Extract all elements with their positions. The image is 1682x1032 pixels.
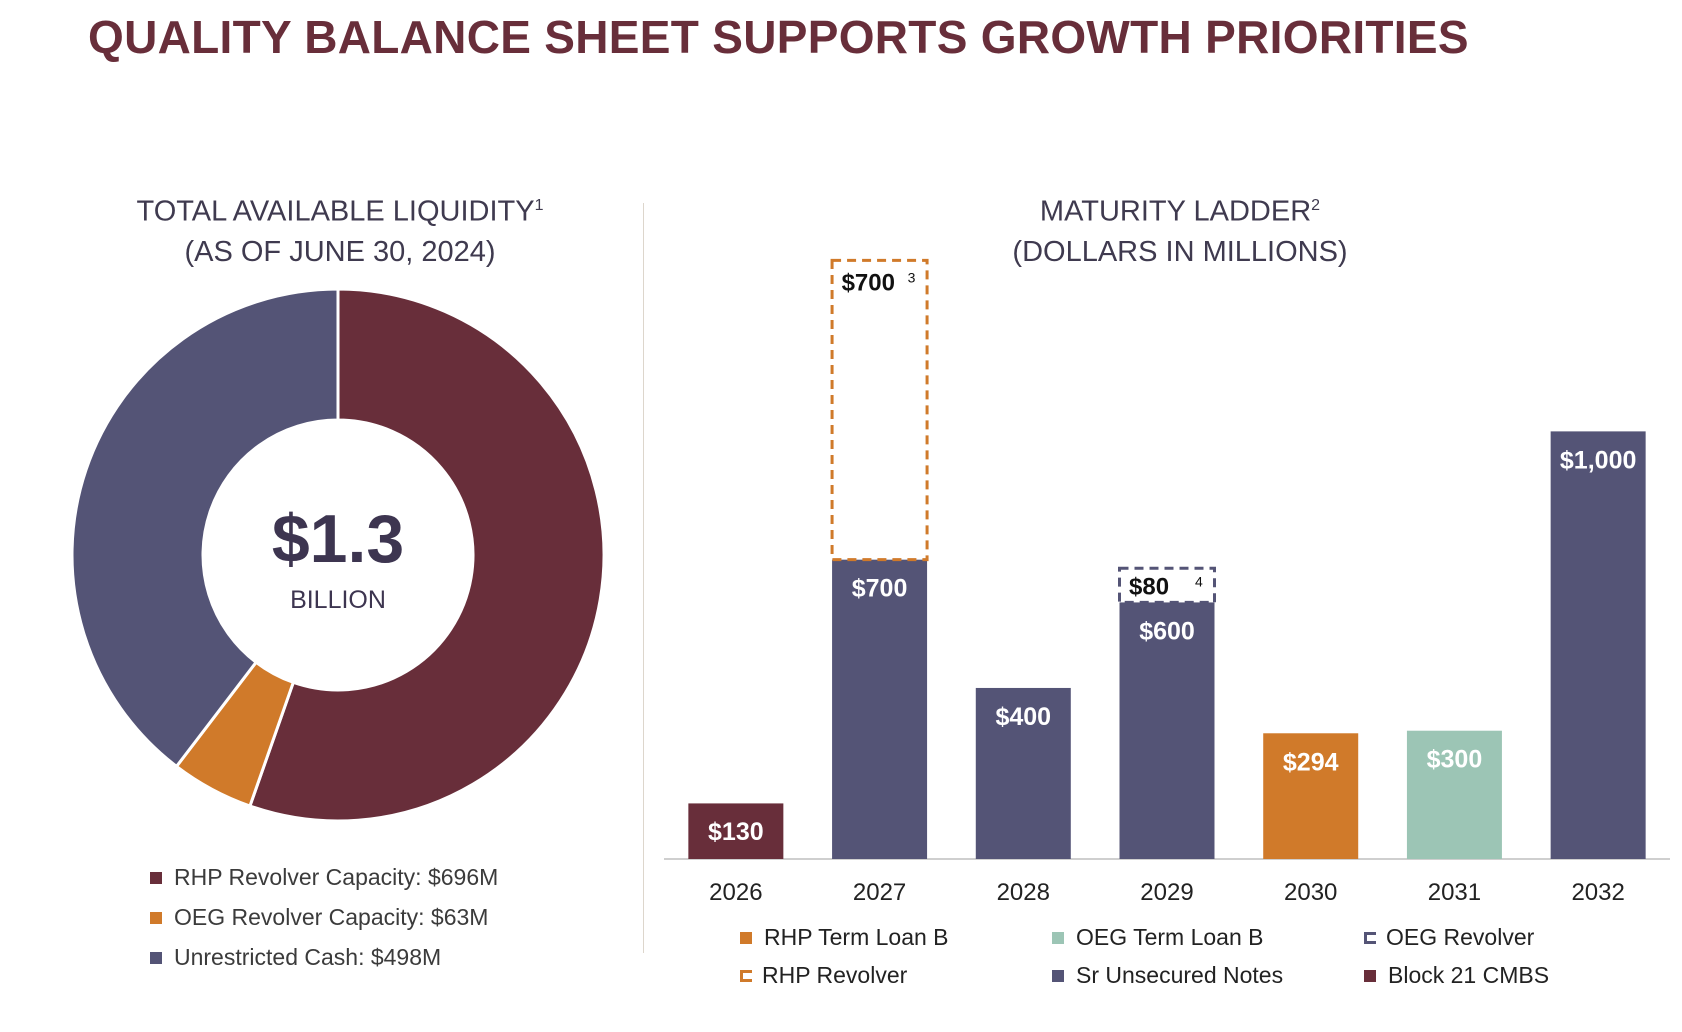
legend-label: OEG Revolver <box>1386 924 1535 950</box>
section-divider <box>643 203 644 953</box>
bar-value-label: $700 <box>852 575 908 603</box>
bar-value-label: $400 <box>995 703 1051 731</box>
bar-value-label: $130 <box>708 818 764 846</box>
donut-center-label: BILLION <box>290 586 386 614</box>
maturity-title: MATURITY LADDER2 (DOLLARS IN MILLIONS) <box>880 186 1480 272</box>
legend-swatch <box>150 911 162 924</box>
x-tick-label: 2028 <box>997 879 1050 906</box>
x-tick-label: 2031 <box>1428 879 1481 906</box>
bar-2030 <box>1263 733 1359 859</box>
legend-swatch <box>740 931 752 944</box>
bar-2028 <box>975 687 1071 859</box>
legend-label: Unrestricted Cash: $498M <box>174 944 442 970</box>
dashed-bar-2027 <box>830 258 929 562</box>
legend-rhp-revolver-capacity: RHP Revolver Capacity: $696M <box>150 864 498 891</box>
bar-2031 <box>1406 730 1502 859</box>
legend-label: RHP Term Loan B <box>764 924 949 950</box>
dashed-bar-2029 <box>1118 566 1216 604</box>
legend-swatch <box>1052 969 1064 982</box>
legend-swatch <box>150 951 162 964</box>
bar-2032 <box>1550 431 1646 859</box>
liquidity-title: TOTAL AVAILABLE LIQUIDITY1 (AS OF JUNE 3… <box>40 186 640 272</box>
maturity-title-text: MATURITY LADDER <box>1039 195 1312 228</box>
legend-swatch <box>1052 931 1064 944</box>
dashed-bar-footnote: 4 <box>1195 573 1203 589</box>
page-title: QUALITY BALANCE SHEET SUPPORTS GROWTH PR… <box>88 11 1469 63</box>
dashed-bar-footnote: 3 <box>908 269 916 285</box>
maturity-title-footnote: 2 <box>1311 197 1321 214</box>
x-tick-label: 2026 <box>709 879 762 906</box>
dashed-bar-value-label: $700 <box>842 269 895 296</box>
liquidity-title-text: TOTAL AVAILABLE LIQUIDITY <box>136 195 535 228</box>
legend-swatch <box>740 969 752 982</box>
bar-value-label: $1,000 <box>1560 446 1636 474</box>
bar-2027 <box>832 559 928 859</box>
bar-2029 <box>1119 602 1215 859</box>
bar-value-label: $300 <box>1427 746 1483 774</box>
legend-rhp-term-loan-b: RHP Term Loan B <box>740 924 949 951</box>
legend-block-21-cmbs: Block 21 CMBS <box>1364 962 1549 989</box>
maturity-subtitle: (DOLLARS IN MILLIONS) <box>1012 235 1348 268</box>
legend-label: OEG Revolver Capacity: $63M <box>174 904 489 930</box>
x-tick-label: 2029 <box>1140 879 1193 906</box>
x-tick-label: 2027 <box>853 879 906 906</box>
dashed-bar-value-label: $80 <box>1129 573 1169 600</box>
legend-oeg-term-loan-b: OEG Term Loan B <box>1052 924 1264 951</box>
bar-2026 <box>688 803 784 859</box>
x-tick-label: 2030 <box>1284 879 1337 906</box>
donut-slice-unrestricted-cash <box>70 287 340 769</box>
liquidity-subtitle: (AS OF JUNE 30, 2024) <box>184 235 496 268</box>
liquidity-donut-chart <box>70 287 606 823</box>
bar-value-label: $294 <box>1283 748 1339 776</box>
legend-label: Sr Unsecured Notes <box>1076 962 1284 988</box>
legend-swatch <box>150 871 162 884</box>
legend-label: RHP Revolver Capacity: $696M <box>174 864 499 890</box>
legend-swatch <box>1364 969 1376 982</box>
legend-label: OEG Term Loan B <box>1076 924 1264 950</box>
legend-swatch <box>1364 931 1376 944</box>
legend-sr-unsecured-notes: Sr Unsecured Notes <box>1052 962 1283 989</box>
donut-slice-rhp-revolver-capacity <box>248 287 606 823</box>
legend-oeg-revolver-capacity: OEG Revolver Capacity: $63M <box>150 904 488 931</box>
legend-rhp-revolver: RHP Revolver <box>740 962 907 989</box>
legend-label: RHP Revolver <box>762 962 908 988</box>
legend-label: Block 21 CMBS <box>1388 962 1550 988</box>
liquidity-title-footnote: 1 <box>534 197 544 214</box>
bar-value-label: $600 <box>1139 617 1195 645</box>
donut-center-value: $1.3 <box>271 501 405 577</box>
x-tick-label: 2032 <box>1571 879 1624 906</box>
legend-unrestricted-cash: Unrestricted Cash: $498M <box>150 944 441 971</box>
legend-oeg-revolver: OEG Revolver <box>1364 924 1534 951</box>
